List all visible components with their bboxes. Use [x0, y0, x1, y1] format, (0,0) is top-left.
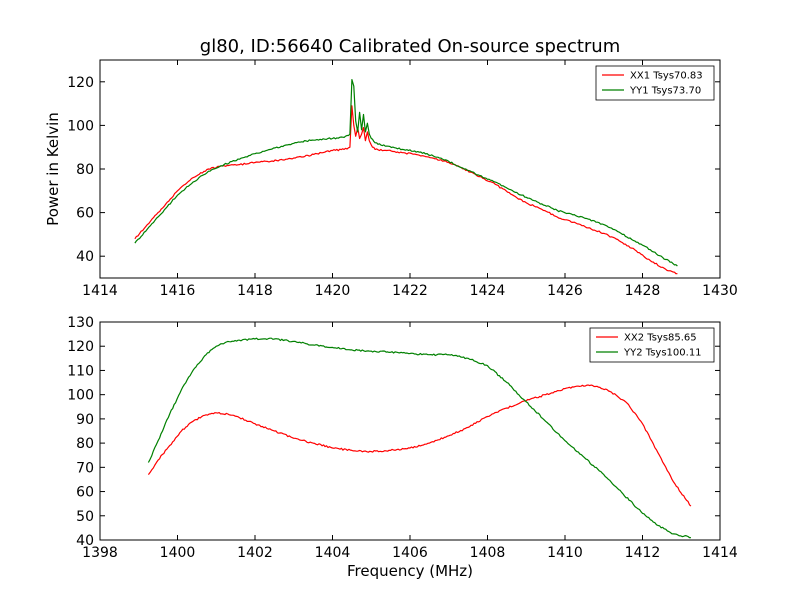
legend-label: XX1 Tsys70.83	[630, 71, 703, 82]
x-tick-label: 1428	[625, 283, 661, 299]
series-line	[134, 105, 678, 275]
legend-box	[595, 65, 715, 101]
x-tick-label: 1424	[470, 283, 506, 299]
legend-label: XX2 Tsys85.65	[624, 333, 697, 344]
x-tick-label: 1422	[392, 283, 428, 299]
y-tick-label: 110	[67, 363, 94, 379]
x-tick-label: 1404	[315, 545, 351, 561]
x-tick-label: 1414	[702, 545, 738, 561]
x-tick-label: 1426	[547, 283, 583, 299]
x-tick-label: 1400	[160, 545, 196, 561]
series-line	[134, 78, 678, 267]
legend-box	[589, 327, 715, 363]
x-tick-label: 1406	[392, 545, 428, 561]
y-tick-label: 60	[76, 206, 94, 222]
chart-title: gl80, ID:56640 Calibrated On-source spec…	[200, 36, 620, 57]
x-tick-label: 1410	[547, 545, 583, 561]
y-tick-label: 50	[76, 509, 94, 525]
x-tick-label: 1402	[237, 545, 273, 561]
legend-label: YY1 Tsys73.70	[629, 86, 701, 97]
x-tick-label: 1398	[82, 545, 118, 561]
series-line	[147, 384, 692, 507]
y-tick-label: 80	[76, 436, 94, 452]
x-tick-label: 1420	[315, 283, 351, 299]
x-tick-label: 1416	[160, 283, 196, 299]
y-tick-label: 120	[67, 75, 94, 91]
y-tick-label: 100	[67, 118, 94, 134]
y-tick-label: 90	[76, 412, 94, 428]
y-tick-label: 40	[76, 249, 94, 265]
x-axis-label: Frequency (MHz)	[347, 562, 473, 580]
y-tick-label: 100	[67, 388, 94, 404]
x-tick-label: 1430	[702, 283, 738, 299]
top-chart: 1414 1416 1418 1420 1422 1424 1426 1428 1430 40 60…	[44, 36, 738, 299]
y-tick-label: 120	[67, 339, 94, 355]
y-tick-label: 130	[67, 315, 94, 331]
x-tick-label: 1418	[237, 283, 273, 299]
legend-label: YY2 Tsys100.11	[623, 348, 702, 359]
x-tick-label: 1408	[470, 545, 506, 561]
bottom-chart: 1398 1400 1402 1404 1406 1408 1410 1412 1414 40 50…	[67, 315, 738, 580]
x-tick-label: 1414	[82, 283, 118, 299]
series-line	[147, 337, 691, 539]
x-tick-label: 1412	[625, 545, 661, 561]
y-tick-label: 40	[76, 533, 94, 549]
y-tick-label: 60	[76, 485, 94, 501]
y-tick-label: 80	[76, 162, 94, 178]
y-tick-label: 70	[76, 460, 94, 476]
y-axis-label: Power in Kelvin	[44, 112, 62, 226]
